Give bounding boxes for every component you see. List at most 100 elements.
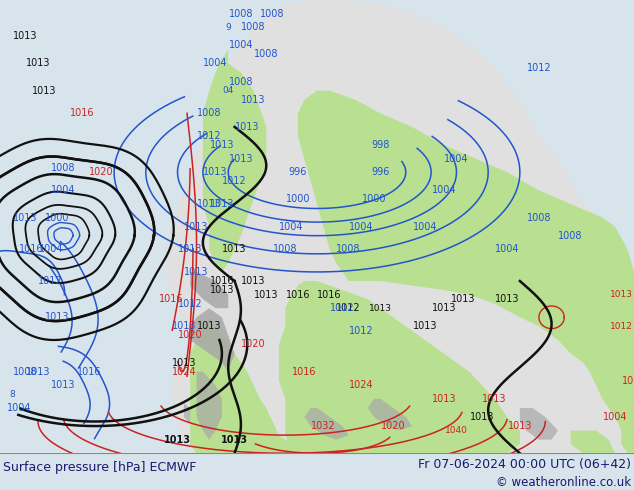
Text: 1004: 1004 (39, 245, 63, 254)
Text: 1013: 1013 (172, 321, 196, 331)
Text: 1004: 1004 (280, 221, 304, 232)
Text: 1008: 1008 (527, 213, 551, 222)
Polygon shape (190, 308, 235, 371)
Text: 1013: 1013 (622, 376, 634, 386)
Text: 1004: 1004 (204, 58, 228, 69)
Text: 1020: 1020 (89, 167, 113, 177)
Text: Fr 07-06-2024 00:00 UTC (06+42): Fr 07-06-2024 00:00 UTC (06+42) (418, 458, 631, 471)
Text: 1008: 1008 (229, 76, 253, 87)
Text: 1024: 1024 (349, 380, 373, 390)
Text: 1004: 1004 (51, 185, 75, 196)
Text: 1016: 1016 (292, 367, 316, 377)
Text: 1012: 1012 (330, 303, 354, 313)
Text: 1013: 1013 (26, 367, 50, 377)
Text: 1016: 1016 (210, 276, 234, 286)
Text: © weatheronline.co.uk: © weatheronline.co.uk (496, 476, 631, 489)
Text: 1013: 1013 (432, 303, 456, 313)
Text: 1016: 1016 (77, 367, 101, 377)
Polygon shape (571, 431, 615, 453)
Polygon shape (279, 281, 520, 453)
Text: 1000: 1000 (362, 195, 386, 204)
Text: 1013: 1013 (172, 358, 196, 368)
Text: 1004: 1004 (349, 221, 373, 232)
Text: 1008: 1008 (242, 22, 266, 32)
Text: 1013: 1013 (508, 421, 532, 431)
Polygon shape (184, 403, 241, 453)
Text: 1013: 1013 (242, 276, 266, 286)
Text: 1013: 1013 (432, 394, 456, 404)
Text: 1013: 1013 (223, 245, 247, 254)
Polygon shape (165, 0, 634, 453)
Text: 1013: 1013 (210, 140, 234, 150)
Text: 1008: 1008 (559, 231, 583, 241)
Text: 1016: 1016 (159, 294, 183, 304)
Polygon shape (197, 371, 222, 440)
Text: 1013: 1013 (413, 321, 437, 331)
Text: 1004: 1004 (413, 221, 437, 232)
Text: 1012: 1012 (527, 63, 551, 73)
Text: 1024: 1024 (172, 367, 196, 377)
Text: 1012: 1012 (39, 276, 63, 286)
Text: Surface pressure [hPa] ECMWF: Surface pressure [hPa] ECMWF (3, 462, 197, 474)
Text: 1013: 1013 (51, 380, 75, 390)
Text: 1013: 1013 (204, 167, 228, 177)
Polygon shape (304, 408, 349, 440)
Text: 1004: 1004 (495, 245, 519, 254)
Text: 1013: 1013 (235, 122, 259, 132)
Text: 1013: 1013 (197, 321, 221, 331)
Text: 1013: 1013 (242, 95, 266, 105)
Text: 1013: 1013 (45, 312, 69, 322)
Text: 1013: 1013 (470, 412, 494, 422)
Text: 996: 996 (289, 167, 307, 177)
Text: 1020: 1020 (178, 330, 202, 341)
Text: 1012: 1012 (197, 131, 221, 141)
Text: 1000: 1000 (286, 195, 310, 204)
Text: 1013: 1013 (26, 58, 50, 69)
Text: 1004: 1004 (7, 403, 31, 413)
Text: 1016: 1016 (70, 108, 94, 118)
Text: 1012: 1012 (178, 299, 202, 309)
Text: 1013: 1013 (495, 294, 519, 304)
Text: 1008: 1008 (13, 367, 37, 377)
Text: 8: 8 (10, 390, 16, 399)
Text: 1020: 1020 (381, 421, 405, 431)
Text: 1008: 1008 (51, 163, 75, 172)
Text: 1013: 1013 (610, 290, 633, 299)
Text: 1013: 1013 (164, 435, 191, 444)
Text: 1016: 1016 (318, 290, 342, 299)
Polygon shape (298, 91, 634, 453)
Text: 1012: 1012 (610, 322, 633, 331)
Text: 1008: 1008 (261, 9, 285, 19)
Text: 1013: 1013 (178, 245, 202, 254)
Text: 1004: 1004 (444, 154, 469, 164)
Text: 1013: 1013 (32, 86, 56, 96)
Text: 04: 04 (223, 86, 234, 95)
Text: 1004: 1004 (229, 40, 253, 50)
Text: 1013: 1013 (184, 267, 209, 277)
Text: 1013: 1013 (210, 199, 234, 209)
Text: 1016: 1016 (286, 290, 310, 299)
Text: 1008: 1008 (337, 245, 361, 254)
Text: 1012: 1012 (349, 326, 373, 336)
Text: 1013: 1013 (229, 154, 253, 164)
Text: 1000: 1000 (45, 213, 69, 222)
Text: 1032: 1032 (311, 421, 335, 431)
Text: 1004: 1004 (432, 185, 456, 196)
Text: 1012: 1012 (337, 303, 361, 313)
Text: 1008: 1008 (229, 9, 253, 19)
Text: 1013: 1013 (221, 435, 248, 444)
Text: 996: 996 (372, 167, 389, 177)
Polygon shape (203, 50, 266, 272)
Polygon shape (368, 399, 412, 431)
Text: 1013: 1013 (369, 304, 392, 313)
Text: 1013: 1013 (482, 394, 507, 404)
Text: 1013: 1013 (254, 290, 278, 299)
Text: 1020: 1020 (242, 340, 266, 349)
Text: 1013: 1013 (184, 221, 209, 232)
Text: 1013: 1013 (13, 31, 37, 41)
Text: 1016: 1016 (20, 245, 44, 254)
Text: 1013: 1013 (197, 199, 221, 209)
Text: 998: 998 (372, 140, 389, 150)
Text: 1013: 1013 (13, 213, 37, 222)
Text: 1040: 1040 (445, 426, 468, 435)
